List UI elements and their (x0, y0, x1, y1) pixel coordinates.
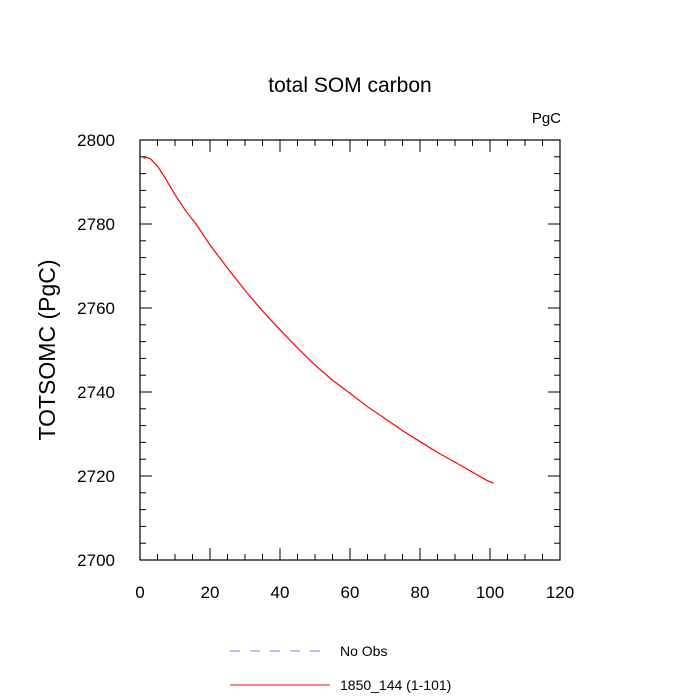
plot-area (143, 156, 494, 484)
legend: No Obs 1850_144 (1-101) (230, 643, 451, 693)
y-tick-label: 2740 (77, 383, 115, 402)
tick-labels: 0 20 40 60 80 100 120 2700 2720 2740 2760 2780 2800 (77, 131, 574, 602)
x-tick-label: 60 (341, 583, 360, 602)
y-tick-label: 2780 (77, 215, 115, 234)
plot-frame (139, 139, 561, 561)
y-axis-label: TOTSOMC (PgC) (34, 259, 60, 440)
x-tick-label: 0 (135, 583, 144, 602)
chart-title: total SOM carbon (268, 74, 431, 97)
legend-label-1850-144: 1850_144 (1-101) (340, 677, 451, 693)
y-tick-label: 2760 (77, 299, 115, 318)
x-tick-label: 120 (546, 583, 574, 602)
x-tick-label: 80 (411, 583, 430, 602)
units-label: PgC (532, 110, 561, 127)
y-tick-label: 2800 (77, 131, 115, 150)
x-tick-label: 40 (271, 583, 290, 602)
y-tick-label: 2700 (77, 551, 115, 570)
x-tick-label: 20 (201, 583, 220, 602)
series-line-1850-144-1-101- (143, 156, 494, 484)
x-tick-label: 100 (476, 583, 504, 602)
legend-label-no-obs: No Obs (340, 643, 387, 659)
axes (139, 139, 561, 561)
y-tick-label: 2720 (77, 467, 115, 486)
